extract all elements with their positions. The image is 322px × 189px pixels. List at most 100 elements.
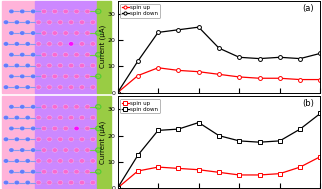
Bar xyxy=(34,96,97,188)
spin down xyxy=(237,140,241,142)
Circle shape xyxy=(74,170,79,174)
Legend: spin up, spin down: spin up, spin down xyxy=(120,4,160,18)
Circle shape xyxy=(47,20,52,24)
spin up xyxy=(156,166,160,168)
Circle shape xyxy=(14,180,19,185)
Circle shape xyxy=(20,53,25,57)
Circle shape xyxy=(36,20,41,24)
Circle shape xyxy=(42,31,47,35)
Circle shape xyxy=(20,9,25,14)
Circle shape xyxy=(9,148,14,152)
Circle shape xyxy=(42,105,47,109)
spin up xyxy=(237,174,241,176)
Circle shape xyxy=(63,74,68,78)
Circle shape xyxy=(31,148,36,152)
Circle shape xyxy=(31,53,36,57)
spin down xyxy=(176,128,180,130)
Circle shape xyxy=(36,115,41,120)
spin down xyxy=(136,60,140,62)
Circle shape xyxy=(42,53,47,57)
Circle shape xyxy=(25,180,30,185)
Circle shape xyxy=(47,137,52,141)
Circle shape xyxy=(4,159,9,163)
Circle shape xyxy=(80,137,85,141)
Circle shape xyxy=(14,63,19,68)
Circle shape xyxy=(9,53,14,57)
Circle shape xyxy=(31,126,36,131)
spin down xyxy=(318,112,322,115)
Circle shape xyxy=(74,53,79,57)
Circle shape xyxy=(36,180,41,185)
Circle shape xyxy=(25,20,30,24)
Circle shape xyxy=(69,137,74,141)
Circle shape xyxy=(85,148,90,152)
Circle shape xyxy=(74,31,79,35)
spin up xyxy=(278,77,282,79)
spin down xyxy=(298,57,302,60)
Bar xyxy=(97,96,111,188)
Text: (a): (a) xyxy=(303,4,314,13)
Circle shape xyxy=(31,170,36,174)
Circle shape xyxy=(90,42,95,46)
Circle shape xyxy=(63,148,68,152)
Circle shape xyxy=(74,74,79,78)
Circle shape xyxy=(20,74,25,78)
Legend: spin up, spin down: spin up, spin down xyxy=(120,99,160,113)
Circle shape xyxy=(25,85,30,89)
Circle shape xyxy=(52,53,57,57)
Circle shape xyxy=(63,9,68,14)
Circle shape xyxy=(58,115,63,120)
Circle shape xyxy=(25,159,30,163)
Circle shape xyxy=(4,63,9,68)
Circle shape xyxy=(4,137,9,141)
Line: spin up: spin up xyxy=(116,155,322,189)
Circle shape xyxy=(4,20,9,24)
Bar xyxy=(97,1,111,93)
Circle shape xyxy=(85,53,90,57)
Circle shape xyxy=(85,105,90,109)
Circle shape xyxy=(47,63,52,68)
Circle shape xyxy=(42,148,47,152)
Circle shape xyxy=(58,42,63,46)
Circle shape xyxy=(52,148,57,152)
Circle shape xyxy=(63,126,68,131)
spin down xyxy=(176,29,180,31)
Circle shape xyxy=(80,85,85,89)
Circle shape xyxy=(4,180,9,185)
Circle shape xyxy=(31,9,36,14)
Circle shape xyxy=(69,159,74,163)
Text: (b): (b) xyxy=(302,99,314,108)
Circle shape xyxy=(36,159,41,163)
spin up xyxy=(237,76,241,78)
Circle shape xyxy=(4,115,9,120)
Circle shape xyxy=(63,170,68,174)
Circle shape xyxy=(69,20,74,24)
Circle shape xyxy=(42,9,47,14)
spin up xyxy=(318,78,322,81)
spin up xyxy=(116,187,119,189)
spin up xyxy=(258,77,261,79)
Circle shape xyxy=(20,31,25,35)
spin down xyxy=(217,135,221,137)
spin up xyxy=(318,156,322,158)
Circle shape xyxy=(52,126,57,131)
Circle shape xyxy=(80,20,85,24)
Circle shape xyxy=(58,159,63,163)
spin up xyxy=(156,67,160,69)
Circle shape xyxy=(63,31,68,35)
Circle shape xyxy=(25,137,30,141)
Circle shape xyxy=(74,9,79,14)
spin up xyxy=(298,166,302,168)
Circle shape xyxy=(31,31,36,35)
Circle shape xyxy=(80,180,85,185)
Circle shape xyxy=(42,74,47,78)
Bar xyxy=(2,1,34,93)
Circle shape xyxy=(85,170,90,174)
spin down xyxy=(298,128,302,130)
Circle shape xyxy=(52,31,57,35)
Circle shape xyxy=(90,137,95,141)
Line: spin down: spin down xyxy=(116,25,322,95)
Circle shape xyxy=(85,126,90,131)
Bar xyxy=(2,96,34,188)
spin down xyxy=(258,141,261,143)
